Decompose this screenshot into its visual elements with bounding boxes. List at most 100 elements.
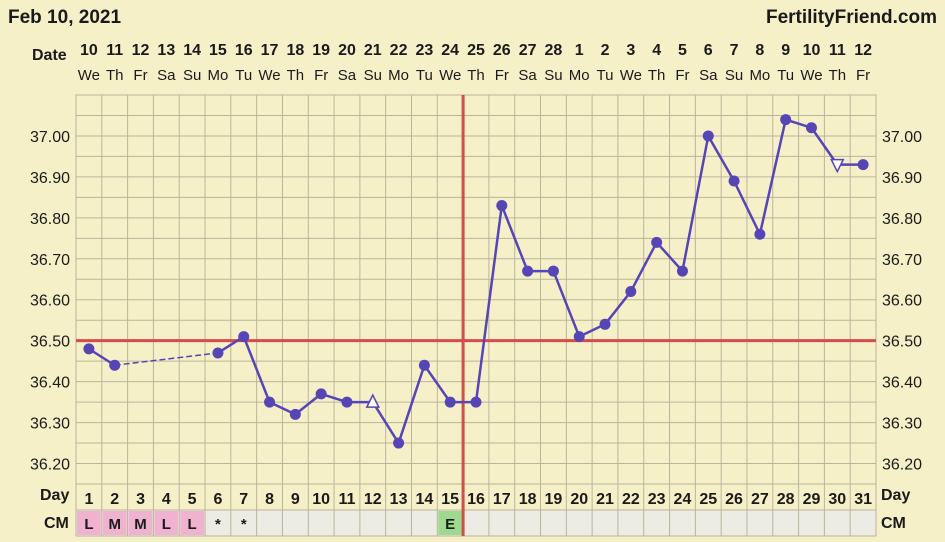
- date-label: 22: [390, 42, 408, 59]
- day-number-label: 17: [493, 491, 511, 508]
- day-row-label-right: Day: [881, 487, 910, 504]
- series-segment: [604, 290, 632, 326]
- y-tick-label-right: 36.40: [882, 375, 922, 392]
- date-label: 1: [575, 42, 584, 59]
- weekday-label: Mo: [388, 67, 409, 84]
- day-number-label: 29: [803, 491, 821, 508]
- cm-cell: [128, 511, 153, 535]
- date-label: 10: [803, 42, 821, 59]
- weekday-label: Su: [183, 67, 201, 84]
- cm-label: L: [188, 516, 197, 533]
- data-point: [547, 265, 559, 277]
- date-label: 24: [441, 42, 459, 59]
- data-point-open-triangle: [365, 393, 380, 408]
- date-label: 3: [626, 42, 635, 59]
- day-number-label: 7: [239, 491, 248, 508]
- data-point: [109, 359, 121, 371]
- data-point: [289, 408, 301, 420]
- date-label: 10: [80, 42, 98, 59]
- weekday-label: Tu: [416, 67, 433, 84]
- series-segment: [552, 270, 581, 338]
- weekday-label: Tu: [777, 67, 794, 84]
- weekday-label: Th: [829, 67, 847, 84]
- y-tick-label-left: 36.20: [30, 457, 70, 474]
- y-tick-label-right: 37.00: [882, 129, 922, 146]
- cm-cell: [77, 511, 101, 535]
- data-point: [496, 200, 508, 212]
- y-tick-label-right: 36.80: [882, 211, 922, 228]
- weekday-label: Sa: [518, 67, 537, 84]
- day-number-label: 11: [339, 491, 356, 508]
- data-point: [625, 286, 637, 298]
- cm-cell: [154, 511, 179, 535]
- y-tick-label-left: 37.00: [30, 129, 70, 146]
- weekday-label: We: [439, 67, 461, 84]
- day-number-label: 21: [596, 491, 614, 508]
- date-label: 19: [312, 42, 330, 59]
- y-tick-label-right: 36.60: [882, 293, 922, 310]
- date-label: 14: [183, 42, 201, 59]
- weekday-label: Fr: [675, 67, 689, 84]
- weekday-label: Th: [467, 67, 485, 84]
- series-segment: [681, 135, 710, 272]
- weekday-label: Fr: [133, 67, 147, 84]
- y-tick-label-right: 36.20: [882, 457, 922, 474]
- weekday-label: Mo: [749, 67, 770, 84]
- date-label: 21: [364, 42, 382, 59]
- series-segment: [474, 205, 504, 403]
- weekday-label: Sa: [699, 67, 718, 84]
- day-number-label: 2: [110, 491, 119, 508]
- series-segment: [371, 401, 400, 444]
- day-number-label: 1: [84, 491, 93, 508]
- date-label: 13: [157, 42, 175, 59]
- day-number-label: 15: [441, 491, 459, 508]
- data-point: [470, 396, 482, 408]
- weekday-label: We: [800, 67, 822, 84]
- date-label: 18: [286, 42, 304, 59]
- date-label: 8: [755, 42, 764, 59]
- cm-label: L: [162, 516, 171, 533]
- date-label: 15: [209, 42, 227, 59]
- data-point: [573, 331, 585, 343]
- y-tick-label-left: 36.50: [30, 334, 70, 351]
- y-tick-label-right: 36.70: [882, 252, 922, 269]
- weekday-label: Fr: [856, 67, 870, 84]
- date-label: 20: [338, 42, 356, 59]
- day-number-label: 3: [136, 491, 145, 508]
- cm-label: L: [84, 516, 93, 533]
- weekday-label: Sa: [338, 67, 357, 84]
- weekday-label: We: [258, 67, 280, 84]
- date-label: 12: [132, 42, 150, 59]
- brand-name: FertilityFriend.com: [766, 7, 937, 28]
- series-segment: [397, 364, 426, 444]
- data-point: [315, 388, 327, 400]
- day-number-label: 25: [699, 491, 717, 508]
- series-segment: [629, 241, 658, 293]
- date-label: 12: [854, 42, 872, 59]
- date-label: 17: [261, 42, 279, 59]
- series-segment: [423, 364, 452, 403]
- series-segment: [732, 180, 761, 235]
- y-tick-label-left: 36.70: [30, 252, 70, 269]
- y-tick-label-left: 36.80: [30, 211, 70, 228]
- day-number-label: 23: [648, 491, 666, 508]
- data-point-open-triangle-down: [830, 158, 845, 174]
- day-number-label: 10: [312, 491, 330, 508]
- weekday-label: Su: [364, 67, 382, 84]
- day-number-label: 30: [828, 491, 846, 508]
- y-tick-label-right: 36.50: [882, 334, 922, 351]
- weekday-label: We: [78, 67, 100, 84]
- series-segment: [655, 241, 684, 272]
- day-row-label-left: Day: [40, 487, 69, 504]
- series-segment: [242, 336, 271, 403]
- cm-cell: [438, 511, 463, 535]
- date-label: 11: [829, 42, 846, 59]
- data-point: [676, 265, 688, 277]
- cm-label: M: [108, 516, 121, 533]
- cm-row: [75, 509, 877, 537]
- y-tick-label-left: 36.40: [30, 375, 70, 392]
- day-number-label: 18: [519, 491, 537, 508]
- day-number-label: 27: [751, 491, 769, 508]
- y-tick-label-left: 36.30: [30, 416, 70, 433]
